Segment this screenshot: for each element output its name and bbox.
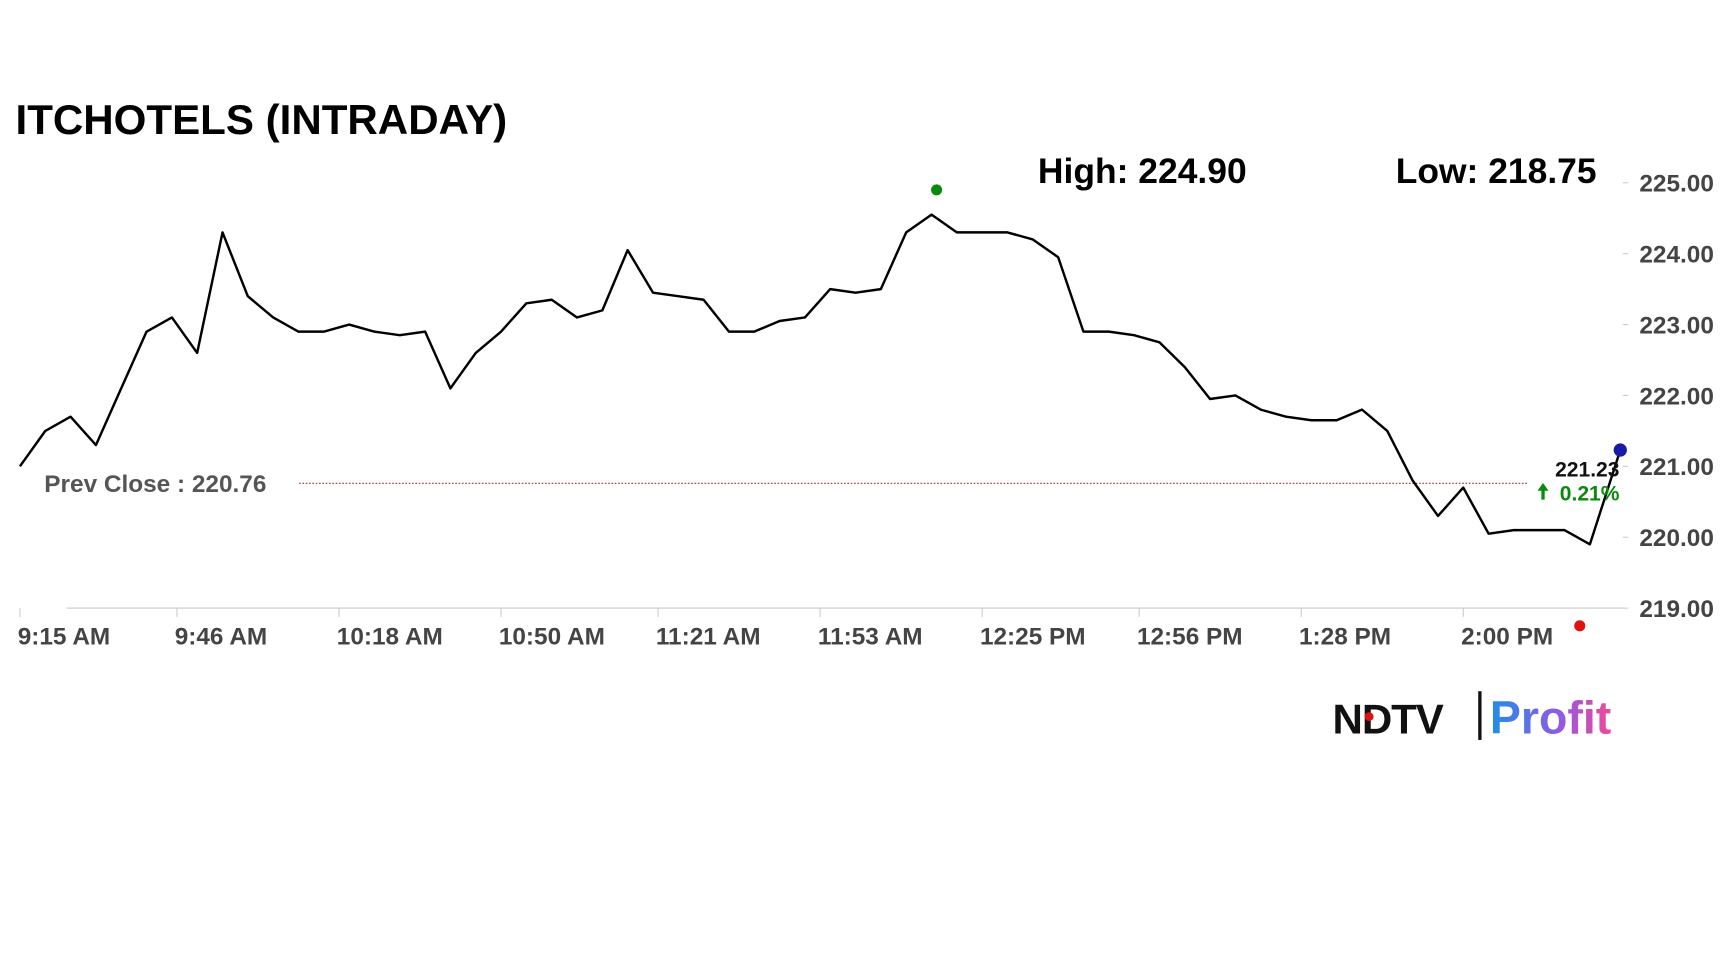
y-tick-label: 225.00: [1639, 171, 1714, 198]
y-tick-label: 220.00: [1639, 525, 1714, 552]
y-tick-label: 219.00: [1639, 596, 1714, 623]
prev-close-label: Prev Close : 220.76: [44, 471, 266, 498]
brand-profit: Profit: [1490, 691, 1611, 743]
x-tick-label: 12:25 PM: [980, 624, 1086, 651]
x-tick-label: 10:18 AM: [337, 624, 443, 651]
x-tick-label: 9:46 AM: [175, 624, 268, 651]
y-tick-label: 222.00: [1639, 383, 1714, 410]
chart-title: ITCHOTELS (INTRADAY): [16, 96, 508, 143]
brand-ndtv: NDTV: [1333, 695, 1444, 742]
low-label: Low: 218.75: [1396, 151, 1597, 191]
x-tick-label: 12:56 PM: [1137, 624, 1243, 651]
x-tick-label: 10:50 AM: [499, 624, 605, 651]
change-arrow: [1537, 482, 1549, 500]
high-label: High: 224.90: [1038, 151, 1247, 191]
y-tick-label: 224.00: [1639, 242, 1714, 269]
x-tick-label: 9:15 AM: [18, 624, 111, 651]
x-tick-label: 11:21 AM: [656, 624, 761, 651]
y-tick-label: 223.00: [1639, 312, 1714, 339]
brand-dot: [1364, 712, 1374, 722]
change-label: 0.21%: [1560, 483, 1620, 506]
x-tick-label: 1:28 PM: [1299, 624, 1391, 651]
x-tick-label: 2:00 PM: [1461, 624, 1553, 651]
price-line: [18, 213, 1622, 546]
last-price: 221.23: [1555, 458, 1619, 481]
low-marker: [1574, 620, 1586, 632]
x-tick-label: 11:53 AM: [818, 624, 923, 651]
plot: 219.00 220.00 221.00 222.00 223.00 224.00 225.…: [18, 171, 1714, 651]
last-marker: [1613, 443, 1627, 457]
high-marker: [931, 184, 943, 196]
y-tick-label: 221.00: [1639, 454, 1714, 481]
logo: NDTV Profit: [1333, 691, 1611, 743]
